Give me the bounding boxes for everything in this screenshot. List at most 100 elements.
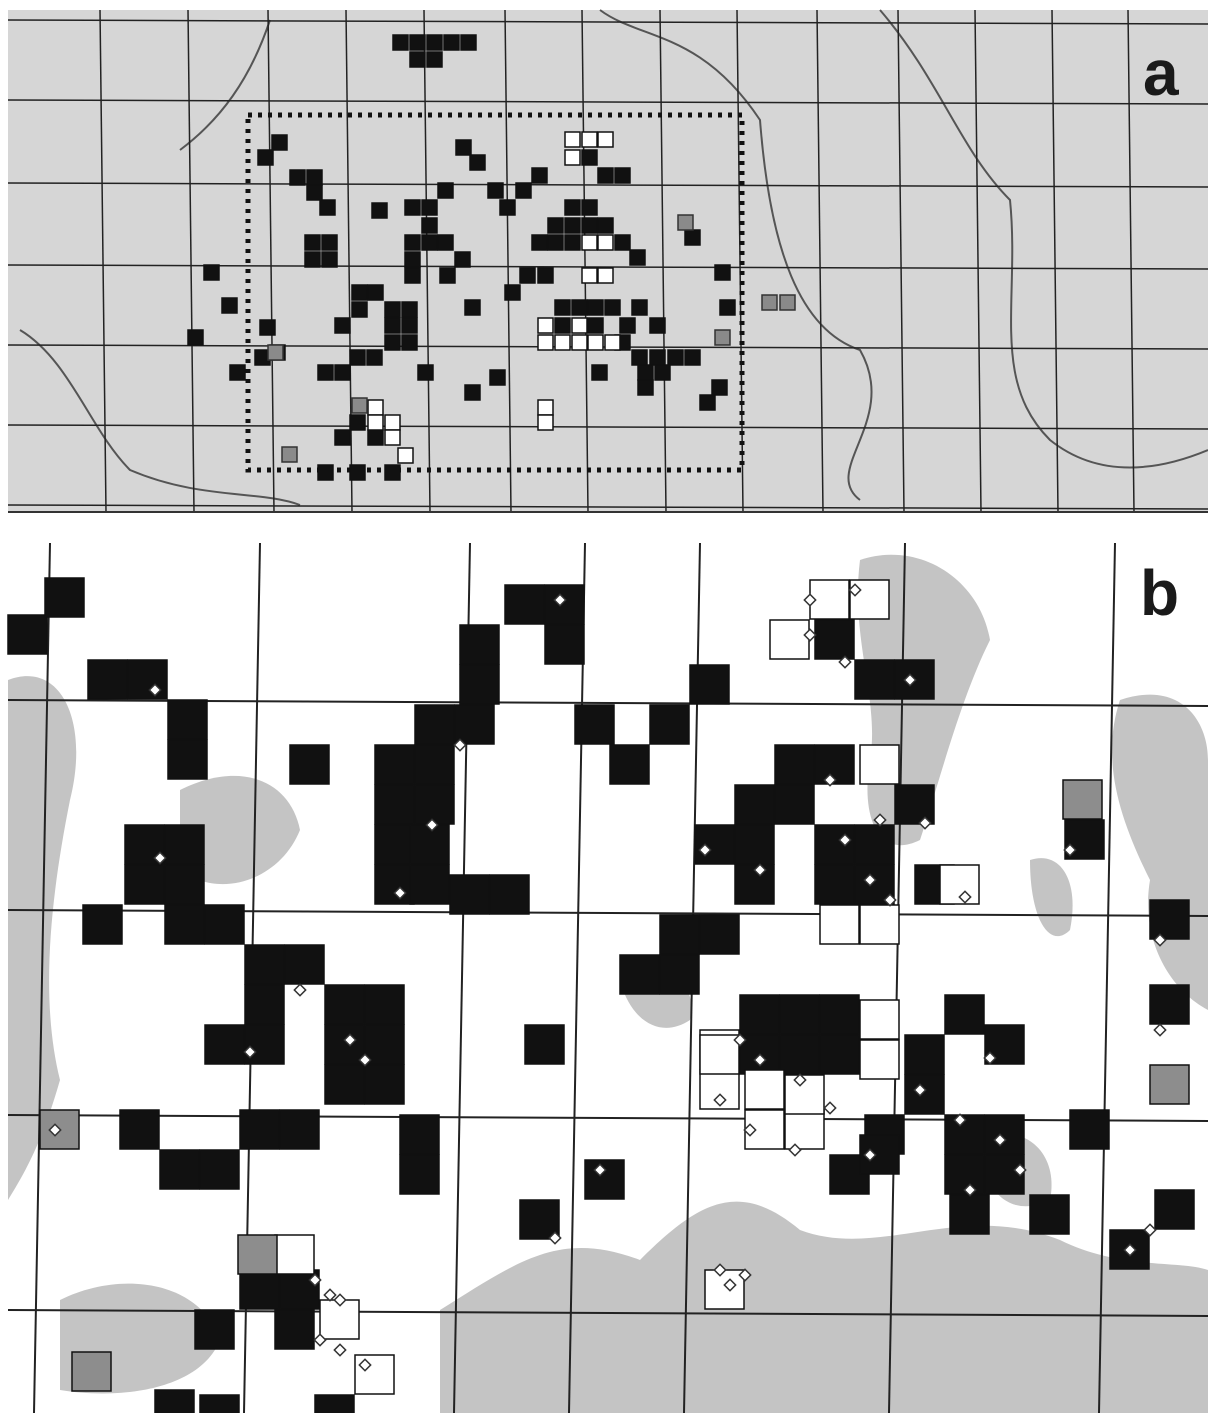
grid-square [355, 1355, 394, 1394]
grid-square [427, 52, 442, 67]
grid-square [280, 1110, 319, 1149]
grid-square [240, 1110, 279, 1149]
grid-square [385, 318, 400, 333]
grid-square [422, 200, 437, 215]
grid-square [245, 945, 284, 984]
grid-square [820, 905, 859, 944]
grid-square [427, 35, 442, 50]
grid-square [470, 155, 485, 170]
grid-square [438, 183, 453, 198]
grid-square [155, 1390, 194, 1413]
grid-square [516, 183, 531, 198]
grid-square [660, 955, 699, 994]
grid-square [945, 1155, 984, 1194]
grid-square [460, 665, 499, 704]
grid-square [605, 300, 620, 315]
grid-square [615, 235, 630, 250]
grid-square [678, 215, 693, 230]
grid-square [705, 1270, 744, 1309]
grid-square [350, 415, 365, 430]
grid-square [775, 745, 814, 784]
grid-square [632, 350, 647, 365]
grid-square [45, 578, 84, 617]
grid-square [415, 745, 454, 784]
grid-square [160, 1150, 199, 1189]
grid-square [1030, 1195, 1069, 1234]
grid-square [720, 300, 735, 315]
grid-square [272, 135, 287, 150]
grid-square [655, 365, 670, 380]
grid-square [582, 150, 597, 165]
grid-square [282, 447, 297, 462]
grid-square [275, 1235, 314, 1274]
grid-square [565, 235, 580, 250]
grid-square [685, 350, 700, 365]
grid-square [1070, 1110, 1109, 1149]
grid-square [735, 825, 774, 864]
grid-square [305, 252, 320, 267]
grid-square [368, 285, 383, 300]
grid-square [168, 700, 207, 739]
grid-square [422, 218, 437, 233]
grid-square [565, 218, 580, 233]
grid-square [322, 235, 337, 250]
grid-square [740, 995, 779, 1034]
grid-square [598, 235, 613, 250]
grid-square [307, 185, 322, 200]
grid-square [598, 132, 613, 147]
grid-square [700, 1035, 739, 1074]
grid-square [588, 300, 603, 315]
grid-square [204, 265, 219, 280]
grid-square [490, 370, 505, 385]
grid-square [8, 615, 47, 654]
grid-square [735, 785, 774, 824]
grid-square [165, 825, 204, 864]
grid-square [638, 365, 653, 380]
grid-square [290, 745, 329, 784]
grid-square [685, 230, 700, 245]
grid-square [650, 318, 665, 333]
grid-square [690, 665, 729, 704]
grid-square [605, 335, 620, 350]
grid-square [815, 620, 854, 659]
grid-square [410, 52, 425, 67]
grid-square [1150, 985, 1189, 1024]
grid-square [860, 1000, 899, 1039]
grid-square [668, 350, 683, 365]
grid-square [290, 170, 305, 185]
grid-square [405, 235, 420, 250]
grid-square [985, 1115, 1024, 1154]
grid-square [610, 745, 649, 784]
grid-square [365, 985, 404, 1024]
grid-square [444, 35, 459, 50]
grid-square [402, 335, 417, 350]
grid-square [555, 300, 570, 315]
grid-square [200, 1150, 239, 1189]
grid-square [375, 785, 414, 824]
panel-label: b [1140, 557, 1179, 629]
grid-square [905, 1075, 944, 1114]
grid-square [582, 268, 597, 283]
grid-square [695, 825, 734, 864]
grid-square [780, 1035, 819, 1074]
grid-square [268, 345, 283, 360]
grid-square [461, 35, 476, 50]
grid-square [700, 395, 715, 410]
grid-square [538, 335, 553, 350]
grid-square [375, 865, 414, 904]
grid-square [305, 235, 320, 250]
grid-square [245, 985, 284, 1024]
grid-square [538, 400, 553, 415]
grid-square [465, 300, 480, 315]
grid-square [405, 268, 420, 283]
grid-square [545, 585, 584, 624]
grid-square [410, 865, 449, 904]
grid-square [422, 235, 437, 250]
grid-square [372, 203, 387, 218]
grid-square [352, 302, 367, 317]
grid-square [638, 380, 653, 395]
grid-square [905, 1035, 944, 1074]
grid-square [315, 1395, 354, 1413]
grid-square [402, 302, 417, 317]
grid-square [585, 1160, 624, 1199]
